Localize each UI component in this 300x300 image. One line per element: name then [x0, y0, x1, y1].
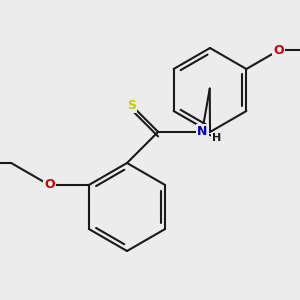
- Text: S: S: [127, 99, 136, 112]
- Text: O: O: [273, 44, 284, 57]
- Text: N: N: [197, 125, 207, 138]
- Text: H: H: [212, 133, 222, 143]
- Text: O: O: [44, 178, 55, 191]
